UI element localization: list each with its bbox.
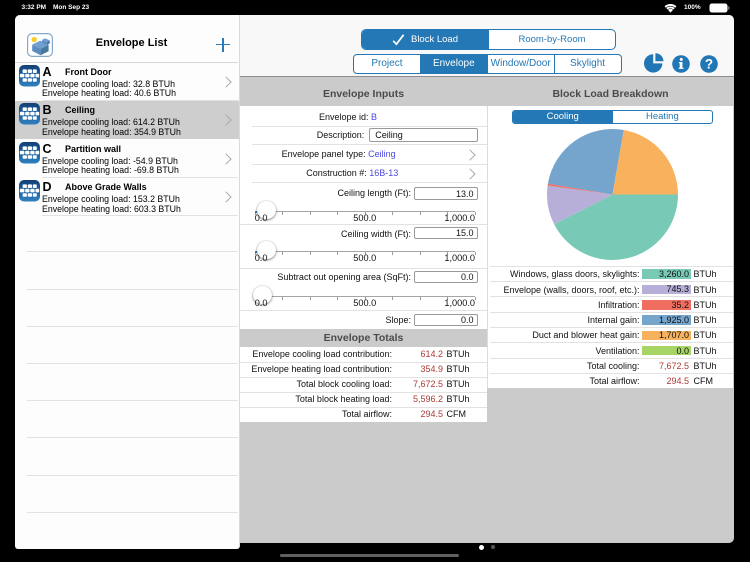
svg-text:?: ? — [705, 56, 713, 71]
